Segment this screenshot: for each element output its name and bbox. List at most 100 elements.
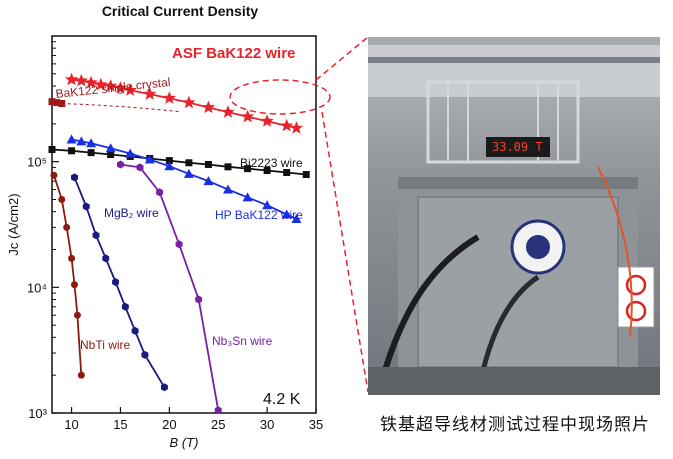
axes: 10 15 20 25 30 35 B (T) 10³ 10⁴ 10⁵ Jc (A/cm2) xyxy=(6,41,323,450)
data-point xyxy=(144,154,155,164)
data-point xyxy=(86,138,97,148)
data-point xyxy=(289,121,304,134)
data-point xyxy=(201,100,216,114)
x-tick-label: 30 xyxy=(260,417,274,432)
data-point xyxy=(183,168,194,178)
data-point xyxy=(223,184,233,194)
label-hp-bak122: HP BaK122 wire xyxy=(215,208,303,222)
data-point xyxy=(262,200,273,210)
x-tick-label: 10 xyxy=(64,417,78,432)
crystal-extrapolation xyxy=(61,103,180,113)
chart-title: Critical Current Density xyxy=(102,3,259,19)
data-point xyxy=(161,383,168,392)
x-tick-label: 15 xyxy=(113,417,127,432)
data-point xyxy=(131,326,139,335)
data-point xyxy=(58,195,66,203)
connector-bottom xyxy=(321,111,369,393)
data-point xyxy=(165,157,173,165)
data-point xyxy=(117,160,124,169)
label-nb3sn: Nb₃Sn wire xyxy=(212,334,273,348)
series-line xyxy=(53,174,83,376)
data-point xyxy=(280,118,294,132)
series-layer xyxy=(48,72,310,415)
temperature-label: 4.2 K xyxy=(263,391,301,408)
plot-frame xyxy=(51,35,317,414)
y-tick-label: 10³ xyxy=(28,406,47,421)
photo-caption: 铁基超导线材测试过程中现场照片 xyxy=(380,415,650,435)
y-tick-label: 10⁴ xyxy=(27,280,47,295)
data-point xyxy=(281,209,292,219)
data-point xyxy=(121,302,129,311)
data-point xyxy=(204,160,212,168)
data-point xyxy=(77,371,85,379)
data-point xyxy=(50,171,58,179)
y-tick-label: 10⁵ xyxy=(27,155,47,170)
data-point xyxy=(66,134,77,144)
label-bi2223: Bi2223 wire xyxy=(240,156,303,170)
data-point xyxy=(76,136,87,146)
y-axis-label: Jc (A/cm2) xyxy=(6,193,21,255)
lab-photo: 33.09 T xyxy=(368,37,660,395)
series-nbti-wire xyxy=(50,171,85,379)
data-point xyxy=(175,240,183,249)
data-point xyxy=(73,311,81,319)
data-point xyxy=(70,281,78,289)
data-point xyxy=(214,406,222,415)
data-point xyxy=(283,168,291,176)
data-point xyxy=(291,213,302,223)
data-point xyxy=(221,105,235,118)
series-line xyxy=(120,163,220,411)
data-point xyxy=(112,278,119,287)
connector-top xyxy=(315,36,369,81)
highlight-ellipse xyxy=(229,79,331,115)
data-point xyxy=(84,75,98,89)
data-point xyxy=(242,192,253,202)
data-point xyxy=(203,176,214,186)
data-point xyxy=(102,254,110,263)
x-tick-label: 35 xyxy=(309,417,323,432)
data-point xyxy=(123,83,137,96)
series-nb-sn-wire xyxy=(117,160,222,415)
data-point xyxy=(94,77,108,91)
data-point xyxy=(125,148,136,158)
digital-display xyxy=(486,137,550,157)
data-point xyxy=(195,295,203,304)
data-point xyxy=(63,223,71,231)
data-point xyxy=(185,159,193,167)
data-point xyxy=(162,91,176,104)
x-axis-label: B (T) xyxy=(170,435,199,450)
data-point xyxy=(92,231,100,240)
data-point xyxy=(48,98,56,106)
data-point xyxy=(104,79,118,92)
data-point xyxy=(224,163,232,171)
data-point xyxy=(136,163,144,172)
series-mgb-wire xyxy=(71,173,168,392)
data-point xyxy=(68,254,76,262)
data-point xyxy=(302,171,310,179)
data-point xyxy=(164,161,175,171)
data-point xyxy=(143,87,157,100)
series-asf-bak122-wire xyxy=(64,72,304,134)
data-point xyxy=(64,72,79,86)
data-point xyxy=(71,173,78,182)
data-point xyxy=(182,95,196,109)
data-point xyxy=(53,99,61,107)
data-point xyxy=(105,143,116,153)
data-point xyxy=(74,73,88,87)
data-point xyxy=(107,151,115,159)
svg-text:33.09 T: 33.09 T xyxy=(492,140,543,154)
x-tick-label: 25 xyxy=(211,417,225,432)
data-point xyxy=(87,149,95,157)
data-point xyxy=(240,109,255,123)
label-asf-bak122: ASF BaK122 wire xyxy=(172,45,295,62)
data-point xyxy=(68,147,76,155)
series-line xyxy=(71,138,297,220)
label-mgb2: MgB₂ wire xyxy=(104,206,159,220)
data-point xyxy=(260,114,274,127)
data-point xyxy=(263,167,271,175)
label-nbti: NbTi wire xyxy=(80,338,131,352)
data-point xyxy=(156,188,163,197)
data-point xyxy=(113,81,128,94)
data-point xyxy=(82,202,90,211)
